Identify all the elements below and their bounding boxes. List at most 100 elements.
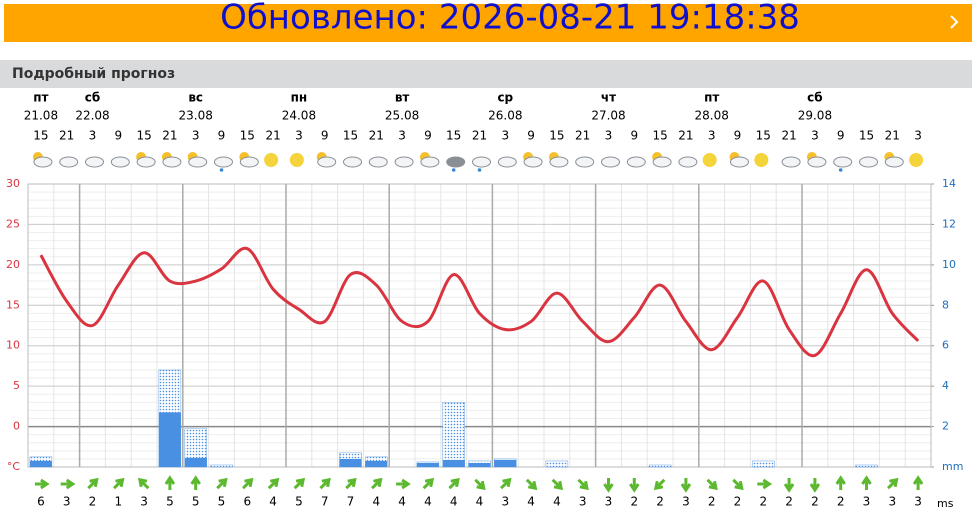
moon xyxy=(909,153,924,167)
cloud xyxy=(317,156,337,168)
hour-label: 3 xyxy=(398,129,406,143)
wind-speed: 6 xyxy=(37,495,45,509)
wind-arrow xyxy=(809,478,821,493)
hour-label: 3 xyxy=(89,129,97,143)
wind-arrow xyxy=(886,477,899,490)
hour-label: 9 xyxy=(321,129,329,143)
wind-speed: 4 xyxy=(424,495,432,509)
day-name: сб xyxy=(807,91,823,105)
moon xyxy=(289,153,304,167)
cloud xyxy=(110,156,130,168)
wind-speed: 2 xyxy=(837,495,845,509)
hour-label: 15 xyxy=(652,129,667,143)
wind-arrow xyxy=(835,475,846,490)
weather-icon xyxy=(368,156,388,168)
section-title: Подробный прогноз xyxy=(12,66,175,82)
hour-label: 21 xyxy=(265,129,280,143)
banner[interactable] xyxy=(4,4,972,42)
weather-icon xyxy=(316,152,337,168)
wind-arrow xyxy=(551,478,564,491)
cloud xyxy=(523,156,543,168)
hour-label: 15 xyxy=(240,129,255,143)
weather-icon xyxy=(702,153,717,167)
y-tick-label: 25 xyxy=(6,217,20,230)
hour-label: 9 xyxy=(114,129,122,143)
drop xyxy=(451,168,456,172)
precip-bar xyxy=(468,462,491,467)
wind-arrow xyxy=(861,475,872,490)
wind-arrow xyxy=(525,478,538,491)
precip-bar xyxy=(29,460,52,467)
weather-icon xyxy=(575,156,595,168)
drop xyxy=(219,168,224,172)
weather-icon xyxy=(859,156,878,168)
wind-speed: 5 xyxy=(295,495,303,509)
weather-icon xyxy=(59,156,79,168)
drop xyxy=(477,168,482,172)
wind-arrow xyxy=(60,478,76,490)
day-date: 27.08 xyxy=(591,109,625,123)
wind-arrow xyxy=(216,477,228,490)
weather-icon xyxy=(729,152,749,168)
hour-label: 3 xyxy=(605,129,613,143)
cloud xyxy=(394,156,414,168)
y-tick-label: °C xyxy=(7,460,21,473)
moon xyxy=(702,153,717,167)
day-name: пт xyxy=(704,91,719,105)
wind-speed: 7 xyxy=(347,495,355,509)
day-date: 29.08 xyxy=(798,109,832,123)
day-name: пт xyxy=(33,91,48,105)
wind-speed: 1 xyxy=(114,495,122,509)
cloud xyxy=(239,156,259,168)
wind-speed: 3 xyxy=(682,495,690,509)
cloud xyxy=(188,156,208,168)
day-date: 24.08 xyxy=(282,109,316,123)
weather-icon xyxy=(754,153,769,167)
hour-label: 9 xyxy=(218,129,226,143)
weather-icon xyxy=(909,153,924,167)
weather-icon xyxy=(548,152,569,168)
precip-bar xyxy=(494,459,517,467)
wind-arrow xyxy=(34,478,50,490)
y-tick-label: 20 xyxy=(6,258,20,271)
wind-arrow xyxy=(137,477,150,490)
weather-icon xyxy=(652,152,672,168)
hour-label: 15 xyxy=(33,129,48,143)
hour-label: 21 xyxy=(885,129,900,143)
cloud xyxy=(601,156,620,168)
y2-tick-label: 6 xyxy=(942,339,949,352)
hour-label: 3 xyxy=(708,129,716,143)
weather-icon xyxy=(523,152,543,168)
wind-speed: 4 xyxy=(476,495,484,509)
hour-label: 3 xyxy=(914,129,922,143)
hour-label: 9 xyxy=(424,129,432,143)
chevron[interactable] xyxy=(950,15,959,29)
wind-speed: 4 xyxy=(398,495,406,509)
precip-max-bar xyxy=(442,402,465,468)
temperature-line xyxy=(39,246,920,358)
weather-icon xyxy=(343,156,362,168)
wind-speed: 4 xyxy=(269,495,277,509)
precip-bar xyxy=(184,457,207,467)
wind-arrow xyxy=(499,477,512,490)
wind-arrow xyxy=(603,478,614,493)
section-header xyxy=(0,60,972,88)
weather-icon xyxy=(85,156,104,168)
cloud xyxy=(549,156,569,168)
wind-arrow xyxy=(680,478,692,493)
hour-label: 21 xyxy=(472,129,487,143)
wind-arrow xyxy=(783,478,795,493)
wind-speed: 2 xyxy=(734,495,742,509)
hour-label: 21 xyxy=(678,129,693,143)
wind-arrow xyxy=(706,478,718,491)
wind-unit: ms xyxy=(937,497,954,508)
cloud xyxy=(781,156,801,168)
weather-icon xyxy=(161,152,182,168)
day-name: пн xyxy=(291,91,308,105)
hour-label: 21 xyxy=(575,129,590,143)
day-date: 21.08 xyxy=(24,109,58,123)
wind-speed: 3 xyxy=(579,495,587,509)
weather-icon xyxy=(678,156,698,168)
y-tick-label: 5 xyxy=(13,379,20,392)
